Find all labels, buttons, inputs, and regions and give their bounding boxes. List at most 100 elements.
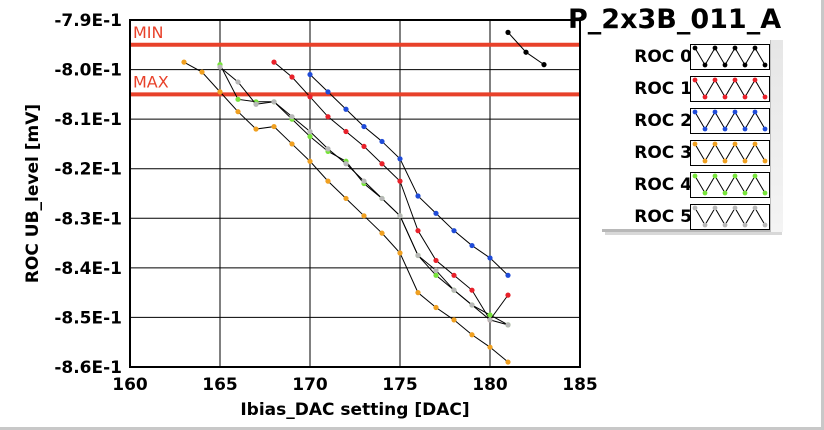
data-point <box>253 101 259 107</box>
data-point <box>361 123 367 130</box>
series-line <box>273 61 509 321</box>
y-tick-labels: -7.9E-1 -8.0E-1 -8.1E-1 -8.2E-1 -8.3E-1 -8.4E… <box>54 11 122 378</box>
data-point <box>379 138 385 145</box>
data-point <box>397 156 403 162</box>
legend-item-roc-0: ROC 0 <box>602 43 772 71</box>
data-point <box>325 114 331 120</box>
data-point <box>271 99 277 105</box>
data-point <box>433 272 439 278</box>
data-point <box>199 69 205 75</box>
data-point <box>505 292 511 298</box>
series-line <box>309 74 509 276</box>
legend-swatch <box>690 44 770 70</box>
data-point <box>343 161 349 167</box>
plot-border <box>129 19 581 368</box>
y-axis-label: ROC UB_level [mV] <box>23 104 43 283</box>
data-point <box>433 304 439 311</box>
data-point <box>307 71 313 78</box>
data-point <box>415 193 421 199</box>
data-point <box>469 332 475 338</box>
series-group <box>181 29 547 365</box>
threshold-label-min: MIN <box>133 23 164 42</box>
legend-label: ROC 5 <box>634 207 692 227</box>
legend-swatch <box>690 204 770 230</box>
data-point <box>451 272 457 278</box>
y-tick-label: -8.4E-1 <box>54 259 122 279</box>
data-point <box>361 143 367 150</box>
series-roc-4 <box>217 62 511 328</box>
data-point <box>487 255 493 261</box>
x-tick-labels: 160 165 170 175 180 185 <box>112 375 598 395</box>
legend-swatch <box>690 108 770 134</box>
data-point <box>487 317 493 323</box>
data-point <box>307 128 313 135</box>
series-line <box>219 66 509 326</box>
y-tick-label: -8.1E-1 <box>54 110 122 130</box>
series-roc-5 <box>217 64 511 328</box>
data-point <box>451 228 457 234</box>
data-point <box>307 94 313 100</box>
legend-scrollbar[interactable] <box>770 40 783 232</box>
x-tick-label: 160 <box>112 375 148 395</box>
series-line <box>507 32 545 66</box>
data-point <box>469 302 475 308</box>
data-point <box>379 230 385 236</box>
legend-label: ROC 1 <box>634 79 692 99</box>
legend-label: ROC 0 <box>634 47 692 67</box>
chart-title: P_2x3B_011_A <box>568 4 782 35</box>
data-point <box>289 74 295 80</box>
series-roc-3 <box>181 59 511 365</box>
legend-item-roc-4: ROC 4 <box>602 171 772 199</box>
data-point <box>379 195 385 202</box>
data-point <box>271 123 277 130</box>
series-roc-1 <box>271 59 511 323</box>
data-point <box>361 213 367 219</box>
data-point <box>505 29 511 35</box>
data-point <box>505 359 511 365</box>
legend-swatch <box>690 140 770 166</box>
data-point <box>217 89 223 95</box>
data-point <box>487 312 493 318</box>
x-axis-label: Ibias_DAC setting [DAC] <box>240 400 469 420</box>
data-point <box>415 228 421 234</box>
data-point <box>253 126 259 132</box>
legend-item-roc-1: ROC 1 <box>602 75 772 103</box>
y-tick-label: -8.0E-1 <box>54 61 122 81</box>
data-point <box>415 290 421 296</box>
data-point <box>289 141 295 147</box>
threshold-label-max: MAX <box>133 72 169 91</box>
grid <box>129 19 581 368</box>
legend-item-roc-3: ROC 3 <box>602 139 772 167</box>
data-point <box>325 146 331 152</box>
y-tick-label: -8.6E-1 <box>54 358 122 378</box>
data-point <box>325 89 331 95</box>
legend-item-roc-5: ROC 5 <box>602 203 772 231</box>
data-point <box>397 178 403 184</box>
legend-label: ROC 2 <box>634 111 692 131</box>
data-point <box>361 178 367 184</box>
legend-label: ROC 4 <box>634 175 692 195</box>
legend-swatch <box>690 172 770 198</box>
data-point <box>235 79 241 85</box>
x-tick-label: 185 <box>562 375 598 395</box>
data-point <box>343 128 349 135</box>
legend-swatch <box>690 76 770 102</box>
legend-item-roc-2: ROC 2 <box>602 107 772 135</box>
data-point <box>325 178 331 184</box>
data-point <box>433 257 439 264</box>
data-point <box>217 64 223 70</box>
data-point <box>451 287 457 293</box>
data-point <box>289 114 295 120</box>
data-point <box>307 158 313 164</box>
data-point <box>235 109 241 115</box>
data-point <box>469 287 475 293</box>
x-tick-label: 180 <box>472 375 508 395</box>
y-tick-label: -8.5E-1 <box>54 308 122 328</box>
data-point <box>235 96 241 102</box>
data-point <box>541 62 547 68</box>
x-tick-label: 170 <box>292 375 328 395</box>
y-tick-label: -8.2E-1 <box>54 160 122 180</box>
data-point <box>397 213 403 219</box>
